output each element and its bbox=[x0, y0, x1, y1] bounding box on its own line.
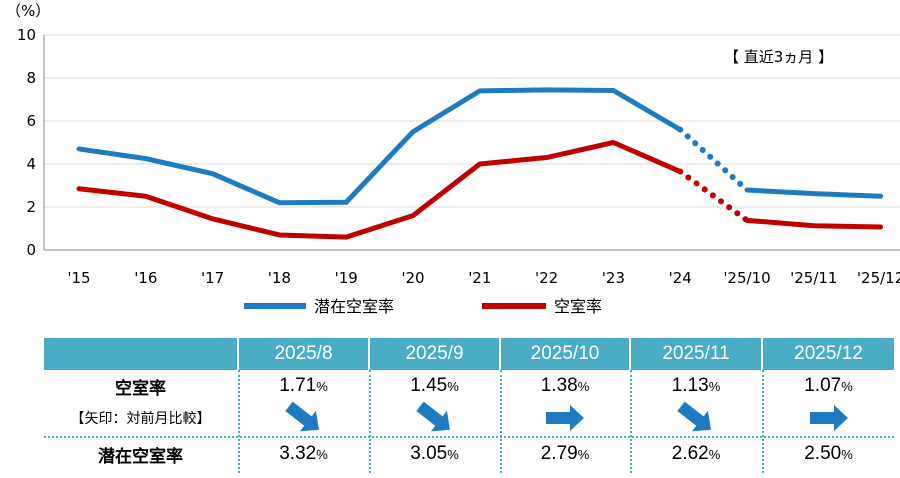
y-tick-label: 10 bbox=[17, 26, 36, 44]
y-tick-labels: 0 2 4 6 8 10 bbox=[17, 26, 36, 259]
table-divider bbox=[500, 370, 502, 473]
x-tick-label: '23 bbox=[602, 269, 625, 287]
arrow-down-right-icon bbox=[415, 401, 450, 432]
vacancy-value: 1.13% bbox=[671, 375, 721, 396]
trend-arrow-icon bbox=[631, 400, 761, 436]
percent-sign: % bbox=[316, 378, 328, 394]
row-label-vacancy: 空室率 bbox=[115, 378, 166, 399]
x-tick-label: '25/12 bbox=[857, 269, 900, 287]
arrow-shape bbox=[415, 401, 450, 432]
recent-months-table: 2025/8 2025/9 2025/10 2025/11 2025/12 空室… bbox=[44, 338, 894, 473]
table-header-month-4: 2025/11 bbox=[631, 338, 761, 370]
x-tick-labels: '15 '16 '17 '18 '19 '20 '21 '22 '23 '24 '25/10 '25/… bbox=[67, 269, 900, 287]
vacancy-value: 1.45% bbox=[410, 375, 459, 396]
vacancy-value: 1.38% bbox=[540, 375, 590, 396]
arrow-down-right-icon bbox=[677, 401, 711, 432]
potential-vacancy-value: 2.79% bbox=[540, 443, 590, 464]
x-tick-label: '20 bbox=[401, 269, 424, 287]
percent-sign: % bbox=[841, 378, 853, 394]
table-header-month-1: 2025/8 bbox=[239, 338, 368, 370]
trend-arrow-icon bbox=[501, 400, 629, 436]
percent-sign: % bbox=[447, 378, 459, 394]
y-tick-label: 0 bbox=[26, 241, 36, 259]
table-divider bbox=[369, 370, 371, 473]
legend-label-potential: 潜在空室率 bbox=[314, 297, 394, 316]
y-axis-unit: （%） bbox=[6, 2, 50, 20]
series-line-recent-0 bbox=[744, 187, 884, 199]
table-header-month-5: 2025/12 bbox=[763, 338, 894, 370]
series-line-0 bbox=[76, 87, 683, 206]
percent-sign: % bbox=[577, 378, 590, 394]
y-tick-label: 4 bbox=[26, 155, 36, 173]
table-divider bbox=[238, 370, 240, 473]
arrow-shape bbox=[677, 401, 711, 432]
legend-label-vacancy: 空室率 bbox=[554, 297, 602, 316]
table-header-month-2: 2025/9 bbox=[370, 338, 499, 370]
x-tick-label: '21 bbox=[468, 269, 491, 287]
y-tick-label: 2 bbox=[26, 198, 36, 216]
percent-sign: % bbox=[841, 446, 853, 462]
x-tick-label: '19 bbox=[335, 269, 358, 287]
x-tick-label: '15 bbox=[67, 269, 90, 287]
x-tick-label: '22 bbox=[535, 269, 558, 287]
series-line-1 bbox=[76, 140, 683, 240]
trend-arrow-icon bbox=[239, 400, 368, 436]
percent-sign: % bbox=[708, 446, 721, 462]
legend: 潜在空室率 空室率 bbox=[244, 297, 602, 316]
y-tick-label: 6 bbox=[26, 112, 36, 130]
arrow-shape bbox=[546, 405, 584, 431]
arrow-right-icon bbox=[546, 405, 584, 431]
row-label-arrow-note: 【矢印：対前月比較】 bbox=[70, 411, 211, 427]
table-row-divider bbox=[44, 436, 894, 438]
table-header-month-3: 2025/10 bbox=[501, 338, 629, 370]
potential-vacancy-value: 3.32% bbox=[279, 443, 328, 464]
arrow-down-right-icon bbox=[284, 401, 319, 432]
percent-sign: % bbox=[708, 378, 721, 394]
row-label-potential: 潜在空室率 bbox=[98, 446, 183, 467]
x-tick-label: '25/10 bbox=[723, 269, 770, 287]
grid-lines bbox=[44, 34, 900, 251]
series-dotted-0 bbox=[677, 126, 750, 194]
potential-vacancy-value: 3.05% bbox=[410, 443, 459, 464]
percent-sign: % bbox=[577, 446, 590, 462]
potential-vacancy-value: 2.62% bbox=[671, 443, 721, 464]
series-dotted-1 bbox=[677, 168, 750, 224]
y-tick-label: 8 bbox=[26, 69, 36, 87]
x-tick-label: '17 bbox=[201, 269, 224, 287]
table-divider bbox=[762, 370, 764, 473]
vacancy-value: 1.07% bbox=[804, 375, 853, 396]
table-divider bbox=[630, 370, 632, 473]
arrow-right-icon bbox=[809, 405, 848, 431]
series-line-recent-1 bbox=[744, 217, 884, 230]
arrow-shape bbox=[284, 401, 319, 432]
trend-arrow-icon bbox=[763, 400, 894, 436]
vacancy-value: 1.71% bbox=[279, 375, 328, 396]
x-tick-label: '25/11 bbox=[790, 269, 837, 287]
percent-sign: % bbox=[316, 446, 328, 462]
potential-vacancy-value: 2.50% bbox=[804, 443, 853, 464]
series-lines bbox=[76, 87, 884, 240]
arrow-shape bbox=[809, 405, 848, 431]
recent-3-months-note: 【 直近3ヵ月 】 bbox=[724, 48, 833, 66]
trend-arrow-icon bbox=[370, 400, 499, 436]
x-tick-label: '18 bbox=[268, 269, 291, 287]
percent-sign: % bbox=[447, 446, 459, 462]
x-tick-label: '16 bbox=[134, 269, 157, 287]
table-header-blank bbox=[44, 338, 237, 370]
x-tick-label: '24 bbox=[669, 269, 692, 287]
